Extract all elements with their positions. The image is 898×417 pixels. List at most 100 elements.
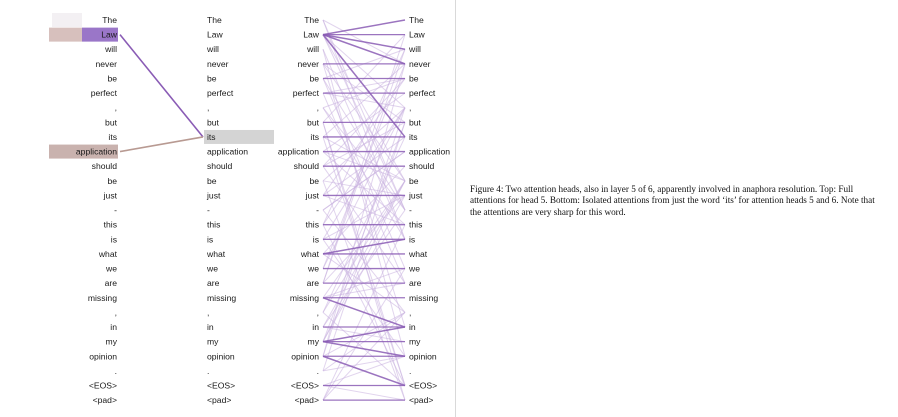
p1-left-token: . (115, 366, 117, 376)
faint-attention-edge (322, 107, 406, 357)
p1-right-token: never (207, 59, 229, 69)
p1-right-token: will (206, 44, 219, 54)
p2-right-token: never (409, 59, 431, 69)
p2-left-token: my (308, 337, 320, 347)
p2-left-token: be (309, 176, 319, 186)
p2-left-token: is (313, 234, 319, 244)
attention-edge (322, 340, 406, 357)
faint-attention-edge (322, 385, 406, 401)
p2-left-token: what (300, 249, 320, 259)
p2-left-token: this (306, 220, 319, 230)
p2-left-token: never (298, 59, 320, 69)
attention-edge (322, 33, 406, 50)
p1-left-token: perfect (91, 88, 118, 98)
p1-right-token: <EOS> (207, 381, 235, 391)
p2-left-token: Law (303, 30, 320, 40)
p1-left-token: opinion (89, 351, 117, 361)
attention-edge (322, 297, 406, 328)
p1-left-token: missing (88, 293, 117, 303)
p1-right-token: <pad> (207, 395, 231, 405)
p1-left-token: <pad> (93, 395, 117, 405)
p1-left-token: Law (101, 30, 118, 40)
faint-attention-edge (322, 34, 406, 109)
p2-left-token: but (307, 117, 320, 127)
p1-left-token: in (110, 322, 117, 332)
p1-right-token: application (207, 147, 248, 157)
p1-right-token: in (207, 322, 214, 332)
p2-left-token: are (307, 278, 320, 288)
p1-right-token: this (207, 220, 220, 230)
p2-right-token: <EOS> (409, 381, 437, 391)
p1-right-token: what (206, 249, 226, 259)
attn-box-law-head5 (82, 27, 118, 42)
p1-right-token: is (207, 234, 213, 244)
p2-left-token: application (278, 147, 319, 157)
p2-right-token: perfect (409, 88, 436, 98)
p1-left-token: <EOS> (89, 381, 117, 391)
p2-left-token: missing (290, 293, 319, 303)
p2-right-token: opinion (409, 351, 437, 361)
p2-left-token: in (312, 322, 319, 332)
p2-left-token: The (304, 15, 319, 25)
p2-left-token: its (310, 132, 319, 142)
p1-left-token: this (104, 220, 117, 230)
p1-left-token: just (103, 190, 118, 200)
p1-right-token: should (207, 161, 233, 171)
p1-left-token: The (102, 15, 117, 25)
p2-left-token: - (316, 205, 319, 215)
p2-right-token: <pad> (409, 395, 433, 405)
panel-divider (455, 0, 456, 417)
p1-left-token: be (107, 73, 117, 83)
p2-right-token: , (409, 307, 411, 317)
p1-left-token: should (92, 161, 118, 171)
p1-left-token: , (115, 103, 117, 113)
p2-right-token: but (409, 117, 422, 127)
attn-box-faint (52, 13, 82, 27)
p1-right-token: Law (207, 30, 224, 40)
p1-right-token: The (207, 15, 222, 25)
p2-left-token: just (305, 190, 320, 200)
p1-right-token: but (207, 117, 220, 127)
p2-left-token: , (317, 103, 319, 113)
faint-attention-edge (322, 34, 406, 284)
attention-figure: The The Law Law will will never never be be perfec… (49, 13, 450, 405)
p1-right-token: my (207, 337, 219, 347)
attn-box-application (49, 144, 118, 159)
p1-right-token: . (207, 366, 209, 376)
faint-attention-edge (322, 63, 406, 357)
p1-right-token: be (207, 176, 217, 186)
p1-right-token: are (207, 278, 220, 288)
p2-right-token: Law (409, 30, 426, 40)
p1-left-token: never (96, 59, 118, 69)
p2-left-token: , (317, 307, 319, 317)
p2-right-token: we (408, 264, 420, 274)
p1-right-token: be (207, 73, 217, 83)
attention-edge (322, 33, 406, 65)
figure-caption: Figure 4: Two attention heads, also in l… (470, 184, 875, 217)
p1-right-token: opinion (207, 351, 235, 361)
p2-right-token: application (409, 147, 450, 157)
attn-box-law-head6 (49, 27, 82, 42)
p2-left-token: be (309, 73, 319, 83)
p2-right-token: should (409, 161, 435, 171)
edge-its-application (119, 136, 204, 153)
p2-right-token: this (409, 220, 422, 230)
p1-right-token: perfect (207, 88, 234, 98)
p1-right-token: , (207, 307, 209, 317)
p2-right-token: - (409, 205, 412, 215)
p2-left-token: opinion (291, 351, 319, 361)
p1-left-token: - (114, 205, 117, 215)
p2-right-token: missing (409, 293, 438, 303)
p1-left-token: my (106, 337, 118, 347)
p2-right-token: my (409, 337, 421, 347)
p2-right-token: in (409, 322, 416, 332)
p2-left-token: we (307, 264, 319, 274)
p2-right-token: be (409, 73, 419, 83)
p2-left-token: should (294, 161, 320, 171)
p1-left-token: will (104, 44, 117, 54)
p2-right-token: what (408, 249, 428, 259)
p1-right-token: we (206, 264, 218, 274)
p1-right-token: its (207, 132, 216, 142)
attention-edge (322, 19, 406, 36)
